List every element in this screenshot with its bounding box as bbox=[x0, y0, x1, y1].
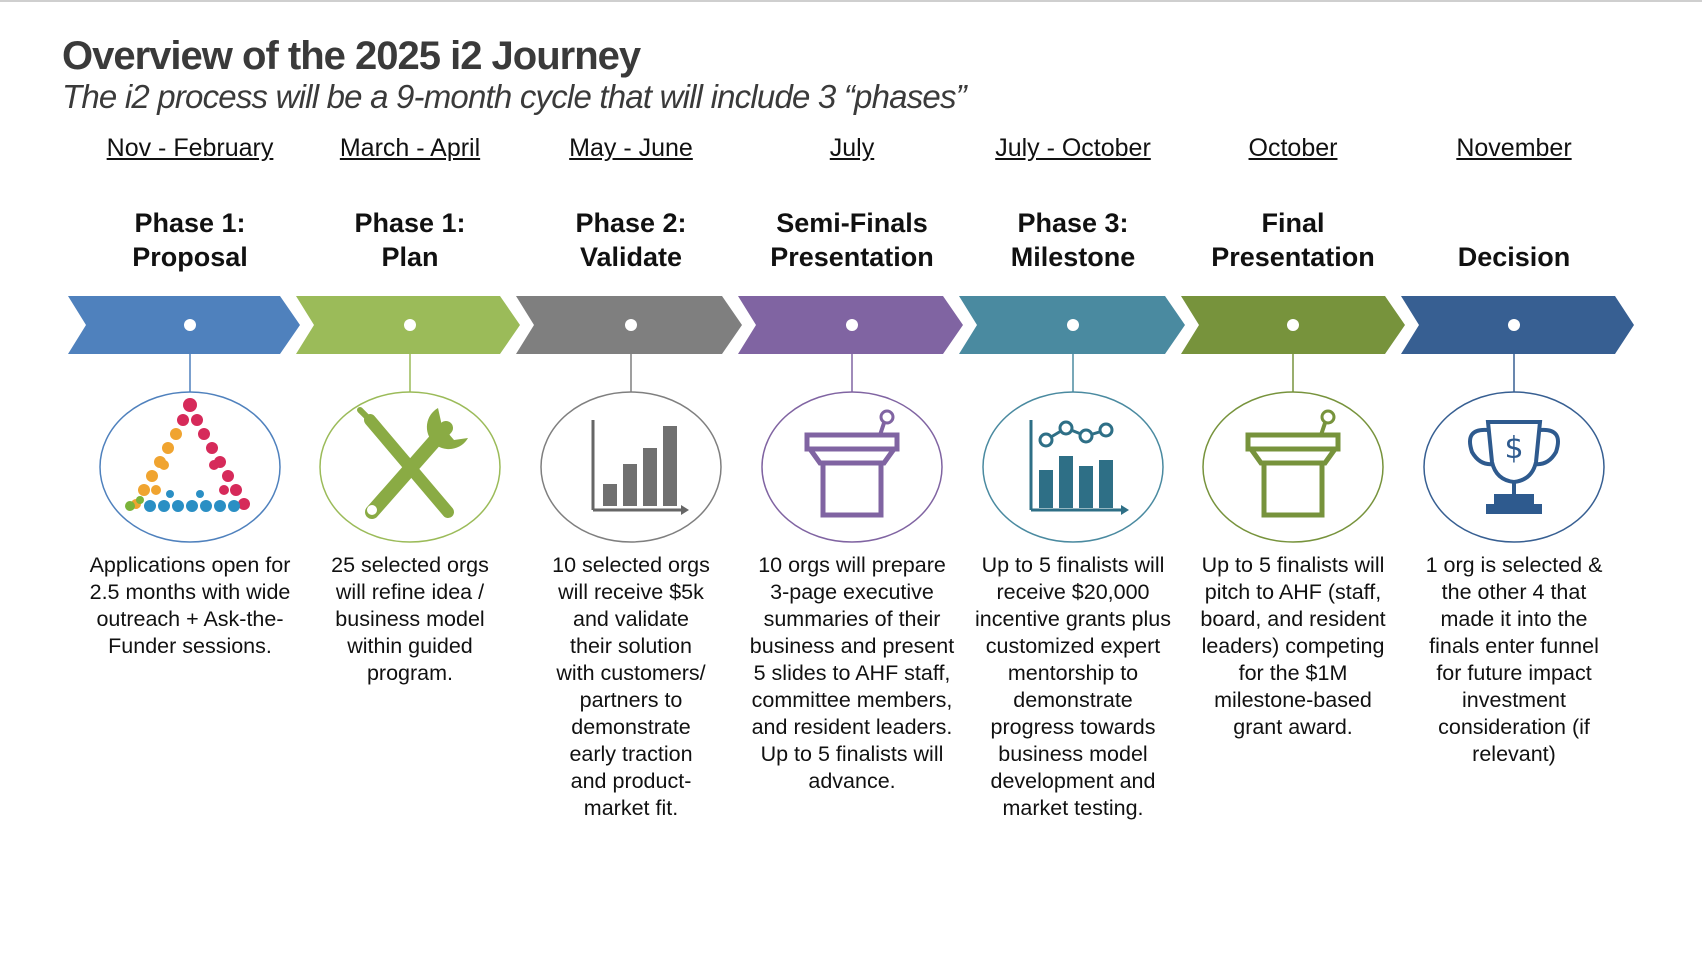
stage-date: Nov - February bbox=[106, 134, 274, 162]
stage-phase-title: Decision bbox=[1457, 242, 1571, 272]
stage-description: Up to 5 finalists will pitch to AHF (sta… bbox=[1200, 553, 1386, 739]
stage-date: October bbox=[1248, 134, 1338, 162]
trophy-icon: $ bbox=[1468, 420, 1560, 514]
icon-frame-7 bbox=[1423, 391, 1605, 543]
stage-phase-title: Phase 1: Proposal bbox=[132, 208, 248, 272]
page-title: Overview of the 2025 i2 Journey bbox=[62, 34, 641, 78]
icon-frame-4 bbox=[761, 391, 943, 543]
stage-description: 10 selected orgs will receive $5k and va… bbox=[552, 553, 710, 820]
stage-description: 1 org is selected & the other 4 that mad… bbox=[1425, 553, 1603, 766]
stage-column-6: October Final Presentation Up to 5 final… bbox=[1183, 0, 1403, 958]
timeline-dot-3 bbox=[625, 319, 637, 331]
stage-column-4: July Semi-Finals Presentation 10 orgs wi… bbox=[742, 0, 962, 958]
timeline-dot-2 bbox=[404, 319, 416, 331]
stage-phase-title: Phase 3: Milestone bbox=[1010, 208, 1136, 272]
timeline-dot-1 bbox=[184, 319, 196, 331]
stage-date: July - October bbox=[995, 134, 1151, 162]
stage-date: May - June bbox=[569, 134, 693, 162]
bar-chart-icon bbox=[591, 420, 689, 515]
stage-phase-title: Semi-Finals Presentation bbox=[770, 208, 934, 272]
stage-column-7: November Decision 1 org is selected & th… bbox=[1404, 0, 1624, 958]
stage-column-2: March - April Phase 1: Plan 25 selected … bbox=[300, 0, 520, 958]
tools-icon bbox=[357, 407, 468, 519]
stage-column-5: July - October Phase 3: Milestone Up to … bbox=[963, 0, 1183, 958]
stage-description: 25 selected orgs will refine idea / busi… bbox=[331, 553, 489, 685]
page-subtitle: The i2 process will be a 9-month cycle t… bbox=[62, 78, 967, 115]
stage-description: Up to 5 finalists will receive $20,000 i… bbox=[975, 553, 1171, 820]
dollar-sign-glyph: $ bbox=[1504, 431, 1523, 466]
timeline-dot-4 bbox=[846, 319, 858, 331]
icon-frame-6 bbox=[1202, 391, 1384, 543]
stage-date: July bbox=[829, 134, 875, 162]
stage-phase-title: Phase 2: Validate bbox=[575, 208, 687, 272]
pyramid-icon bbox=[125, 398, 250, 512]
timeline-dot-5 bbox=[1067, 319, 1079, 331]
stage-phase-title: Final Presentation bbox=[1211, 208, 1375, 272]
stage-date: November bbox=[1456, 134, 1572, 162]
stage-description: Applications open for 2.5 months with wi… bbox=[89, 553, 291, 658]
stage-column-3: May - June Phase 2: Validate 10 selected… bbox=[521, 0, 741, 958]
growth-chart-icon bbox=[1029, 420, 1129, 515]
timeline-dot-6 bbox=[1287, 319, 1299, 331]
stage-description: 10 orgs will prepare 3-page executive su… bbox=[749, 553, 955, 793]
top-divider bbox=[0, 0, 1702, 2]
stage-phase-title: Phase 1: Plan bbox=[354, 208, 466, 272]
timeline-dot-7 bbox=[1508, 319, 1520, 331]
stage-date: March - April bbox=[339, 134, 481, 162]
stage-column-1: Nov - February Phase 1: Proposal Applica… bbox=[80, 0, 300, 958]
